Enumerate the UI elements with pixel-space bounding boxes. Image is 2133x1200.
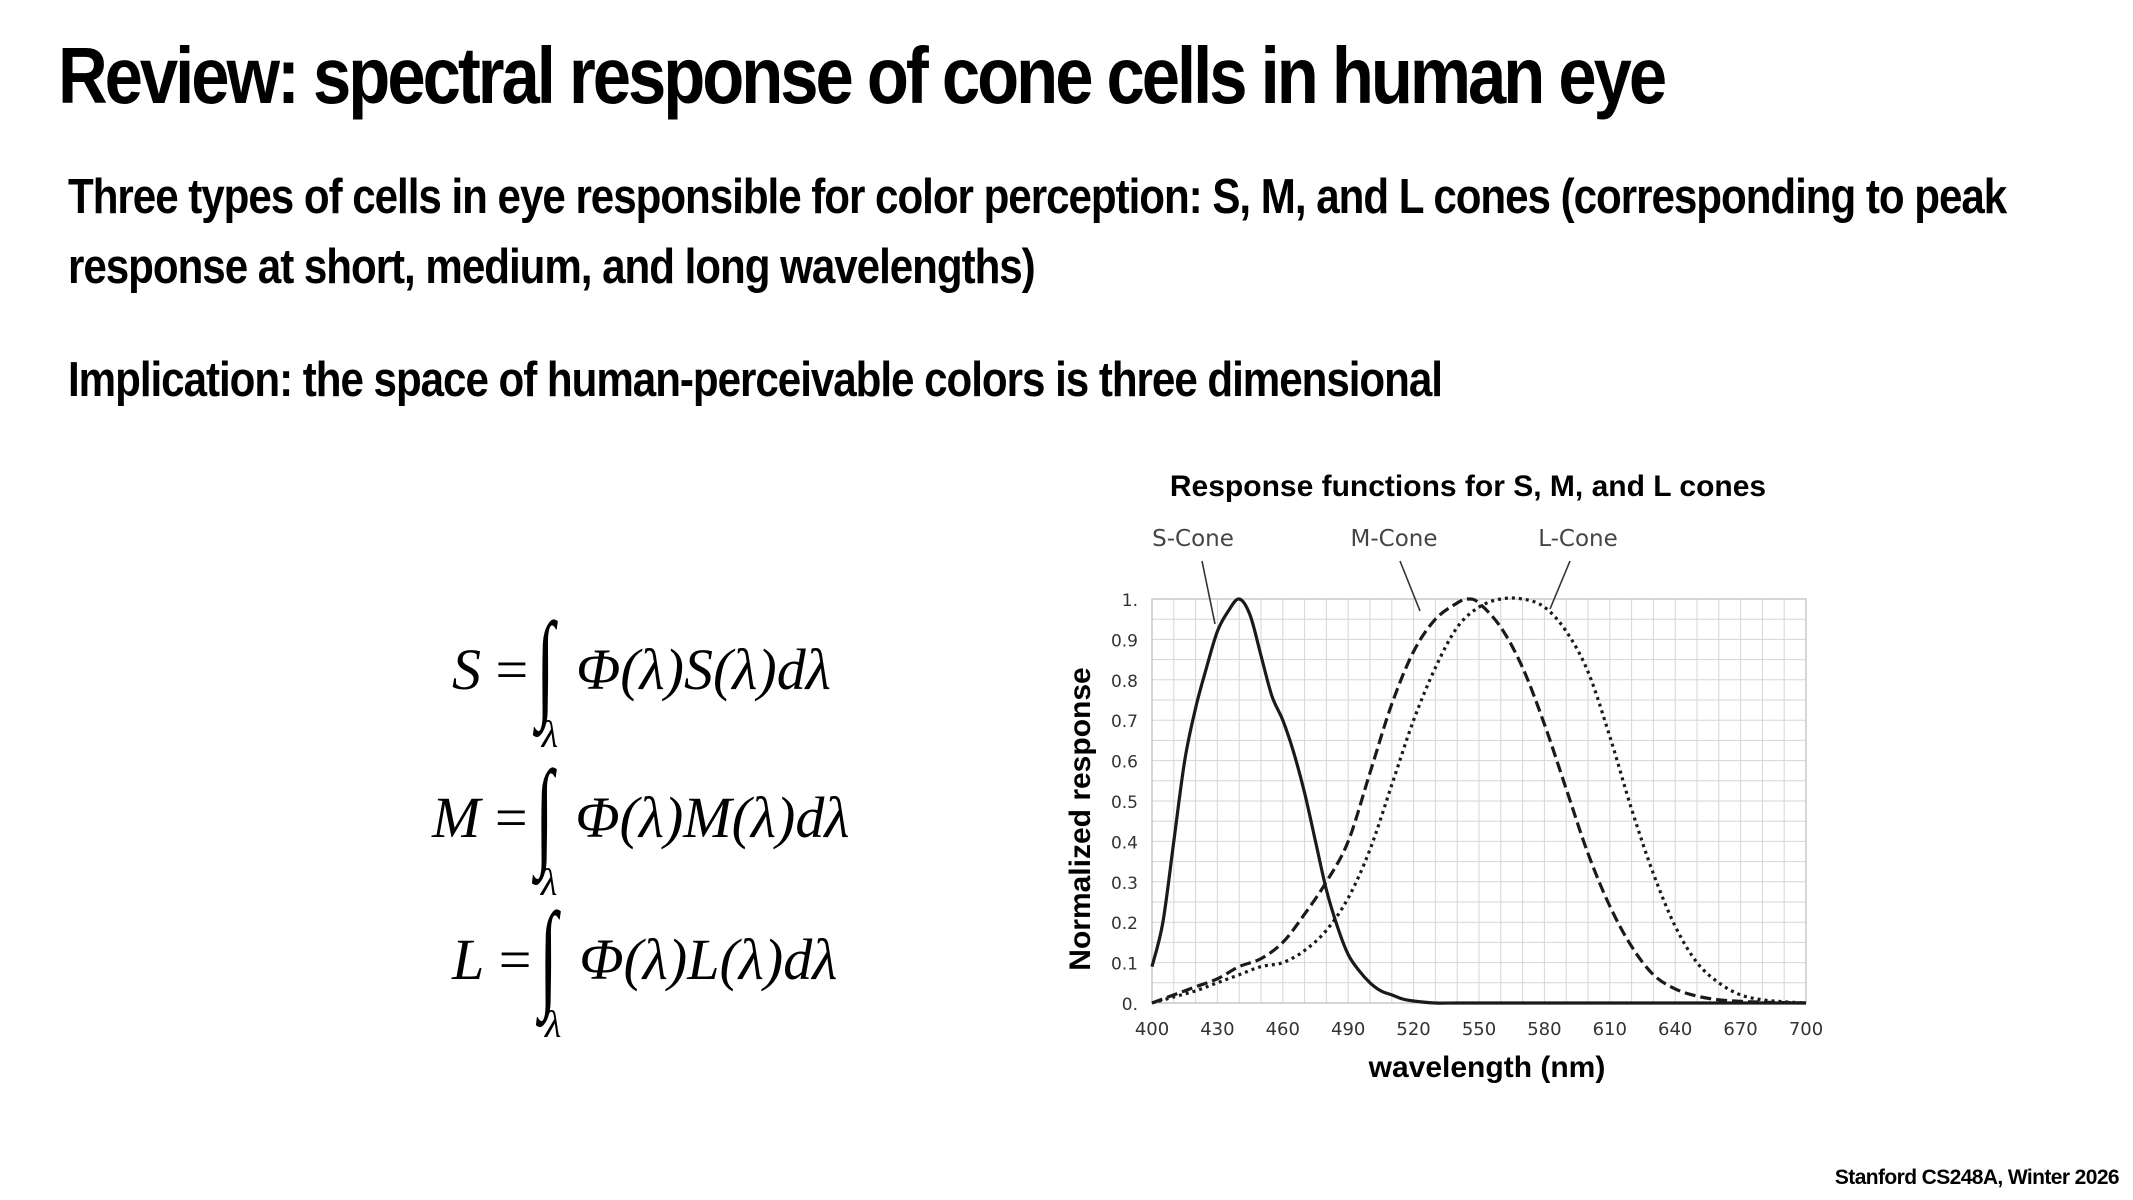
x-axis-label: wavelength (nm) <box>1368 1051 1606 1084</box>
slide-title: Review: spectral response of cone cells … <box>58 31 1667 120</box>
x-tick-label: 700 <box>1789 1019 1823 1040</box>
equation-l: L = ∫λ Φ(λ)L(λ)dλ <box>452 870 838 1046</box>
series-label-l-cone: L-Cone <box>1538 526 1618 552</box>
x-tick-label: 640 <box>1658 1019 1692 1040</box>
x-tick-label: 400 <box>1135 1019 1169 1040</box>
equation-s-integral-sign: ∫ <box>536 598 555 731</box>
equation-m-lhs: M <box>432 785 481 850</box>
x-tick-label: 670 <box>1723 1019 1757 1040</box>
y-tick-label: 0.2 <box>1111 914 1138 934</box>
chart-axes: 0. 0.1 0.2 0.3 0.4 0.5 0.6 0.7 0.8 0.9 1. 400 430 460… <box>1111 591 1823 1040</box>
series-leader-l-cone <box>1549 560 1571 610</box>
y-tick-label: 0.4 <box>1111 833 1138 853</box>
equation-m-equals: = <box>494 785 528 850</box>
series-line-l-cone <box>1151 596 1807 1005</box>
equation-s-subscript: λ <box>541 714 559 756</box>
equation-s-equals: = <box>495 637 529 702</box>
x-tick-label: 460 <box>1266 1019 1300 1040</box>
equation-s: S = ∫λ Φ(λ)S(λ)dλ <box>452 580 831 756</box>
equation-l-lhs: L <box>452 927 485 992</box>
bullet-implication: Implication: the space of human-perceiva… <box>68 353 1443 407</box>
bullet-cone-types-line2: response at short, medium, and long wave… <box>68 240 1036 294</box>
y-tick-label: 0. <box>1122 995 1138 1015</box>
equation-l-subscript: λ <box>544 1004 562 1046</box>
bullet-cone-types-line1: Three types of cells in eye responsible … <box>68 170 2007 224</box>
x-tick-label: 580 <box>1527 1019 1561 1040</box>
y-tick-label: 0.1 <box>1111 955 1138 975</box>
equation-m-integral-sign: ∫ <box>535 746 554 879</box>
footer-course: Stanford CS248A, Winter 2026 <box>1834 1166 2120 1189</box>
y-tick-label: 0.5 <box>1111 793 1138 813</box>
x-tick-label: 430 <box>1200 1019 1234 1040</box>
y-axis-label: Normalized response <box>1064 667 1097 970</box>
series-leader-m-cone <box>1399 560 1421 612</box>
equation-m: M = ∫λ Φ(λ)M(λ)dλ <box>432 728 850 904</box>
chart-series <box>1150 596 1807 1005</box>
y-tick-label: 1. <box>1122 591 1138 611</box>
series-line-s-cone <box>1150 597 1806 1005</box>
chart-grid <box>1151 598 1807 1004</box>
chart-title: Response functions for S, M, and L cones <box>1170 470 1766 503</box>
equation-m-integrand: Φ(λ)M(λ)dλ <box>575 785 850 850</box>
series-line-m-cone <box>1151 597 1807 1005</box>
series-label-m-cone: M-Cone <box>1350 526 1437 552</box>
equation-s-integrand: Φ(λ)S(λ)dλ <box>576 637 831 702</box>
series-label-s-cone: S-Cone <box>1152 526 1234 552</box>
equation-l-integrand: Φ(λ)L(λ)dλ <box>579 927 838 992</box>
x-tick-label: 550 <box>1462 1019 1496 1040</box>
equation-l-integral-sign: ∫ <box>539 888 558 1021</box>
equation-l-equals: = <box>498 927 532 992</box>
x-tick-label: 490 <box>1331 1019 1365 1040</box>
bullet-cone-types: Three types of cells in eye responsible … <box>68 162 2046 302</box>
x-tick-label: 610 <box>1593 1019 1627 1040</box>
y-tick-label: 0.8 <box>1111 672 1138 692</box>
series-leader-s-cone <box>1201 560 1216 625</box>
y-tick-label: 0.6 <box>1111 753 1138 773</box>
y-tick-label: 0.3 <box>1111 874 1138 894</box>
equation-m-subscript: λ <box>540 862 558 904</box>
x-tick-label: 520 <box>1396 1019 1430 1040</box>
y-tick-label: 0.9 <box>1111 631 1138 651</box>
equation-s-lhs: S <box>452 637 481 702</box>
chart-series-labels: S-Cone M-Cone L-Cone <box>1152 526 1618 625</box>
y-tick-label: 0.7 <box>1111 712 1138 732</box>
